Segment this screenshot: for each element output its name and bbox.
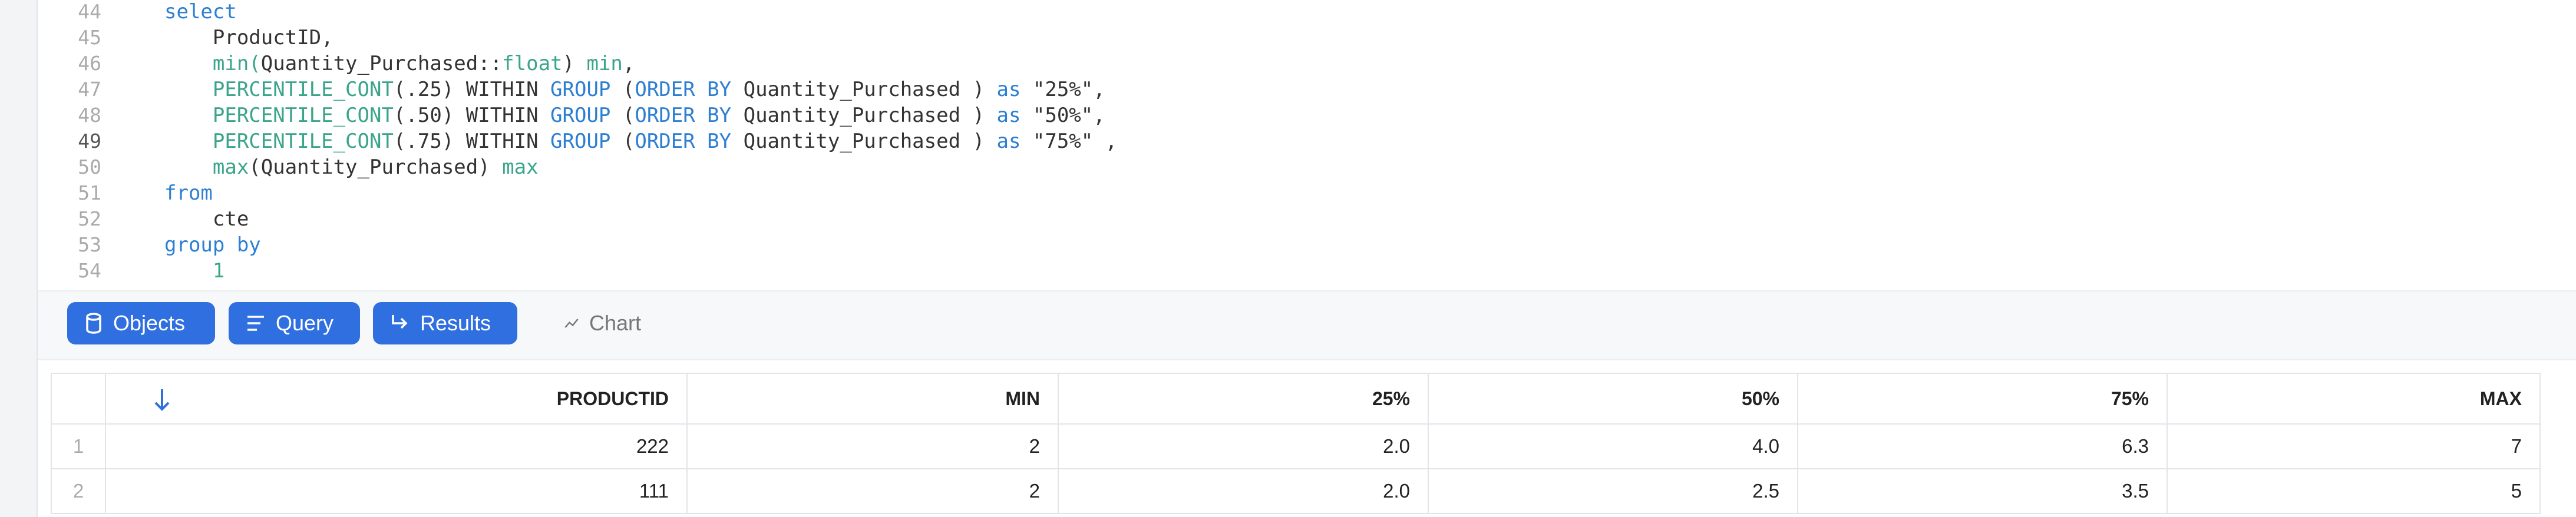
code-line: PERCENTILE_CONT(.25) WITHIN GROUP (ORDER… <box>164 77 1105 102</box>
code-token: max <box>164 155 249 179</box>
table-cell: 2 <box>686 468 1059 514</box>
table-cell: 7 <box>2167 423 2541 469</box>
line-number: 48 <box>78 104 101 127</box>
line-number: 47 <box>78 78 101 101</box>
code-token: ) <box>562 52 587 75</box>
line-number: 54 <box>78 259 101 282</box>
toolbar-button[interactable]: Chart <box>547 302 641 344</box>
code-token: as <box>996 78 1021 101</box>
code-line: PERCENTILE_CONT(.50) WITHIN GROUP (ORDER… <box>164 102 1105 128</box>
code-token: Quantity_Purchased:: <box>260 52 503 75</box>
code-line: cte <box>164 206 249 232</box>
table-cell: 222 <box>105 423 688 469</box>
line-number: 46 <box>78 52 101 75</box>
code-line: from <box>164 180 213 206</box>
code-token: "50%", <box>1021 104 1105 127</box>
code-token: (.75) WITHIN <box>393 130 551 153</box>
code-token: cte <box>164 207 249 231</box>
productid-header: PRODUCTID <box>105 373 688 425</box>
code-token: ORDER BY <box>635 78 732 101</box>
line-number: 51 <box>78 181 101 204</box>
code-token: group by <box>164 233 261 257</box>
code-token: GROUP <box>550 130 611 153</box>
code-token: ( <box>610 104 635 127</box>
table-cell: 2.5 <box>1428 468 1798 514</box>
button-label: Results <box>420 311 491 335</box>
code-token: ProductID, <box>164 26 333 49</box>
table-cell: 2 <box>686 423 1059 469</box>
code-token: "75%" , <box>1021 130 1118 153</box>
line-number: 49 <box>78 130 101 153</box>
code-token: , <box>622 52 635 75</box>
line-number: 45 <box>78 26 101 49</box>
button-label: Query <box>276 311 334 335</box>
table-cell: 6.3 <box>1797 423 2168 469</box>
code-token: GROUP <box>550 78 611 101</box>
code-token: ORDER BY <box>635 104 732 127</box>
table-cell: 4.0 <box>1428 423 1798 469</box>
sidebar <box>0 0 38 517</box>
code-token: "25%", <box>1021 78 1105 101</box>
code-line: max(Quantity_Purchased) max <box>164 154 539 180</box>
line-number: 53 <box>78 233 101 256</box>
toolbar-button[interactable]: Query <box>229 302 360 344</box>
table-cell: 111 <box>105 468 688 514</box>
table-cell: 5 <box>2167 468 2541 514</box>
table-body: 1 222 2 2.0 4.0 6.3 7 2 111 2 2.0 2.5 3.5 5 <box>51 423 2541 514</box>
code-token: (.50) WITHIN <box>393 104 551 127</box>
button-label: Objects <box>113 311 186 335</box>
code-token: float <box>502 52 563 75</box>
index-header <box>51 373 106 425</box>
code-token: PERCENTILE_CONT <box>164 104 394 127</box>
code-line: PERCENTILE_CONT(.75) WITHIN GROUP (ORDER… <box>164 128 1117 154</box>
table-cell: 2.0 <box>1058 468 1429 514</box>
column-header: MAX <box>2167 373 2541 425</box>
table-row: 2 111 2 2.0 2.5 3.5 5 <box>51 468 2541 514</box>
row-index: 2 <box>51 468 106 514</box>
column-header: 50% <box>1428 373 1798 425</box>
line-number: 44 <box>78 0 101 23</box>
code-token: GROUP <box>550 104 611 127</box>
code-token: Quantity_Purchased ) <box>731 104 997 127</box>
column-label: PRODUCTID <box>556 387 669 409</box>
code-token: 1 <box>164 259 225 283</box>
code-token: ORDER BY <box>635 130 732 153</box>
code-token: max <box>502 155 539 179</box>
table-cell: 2.0 <box>1058 423 1429 469</box>
code-line: 1 <box>164 258 224 284</box>
code-token: as <box>996 130 1021 153</box>
header-row: PRODUCTID MIN 25% 50% 75% MAX <box>51 373 2541 425</box>
table-row: 1 222 2 2.0 4.0 6.3 7 <box>51 423 2541 469</box>
code-token: Quantity_Purchased ) <box>731 78 997 101</box>
code-token: from <box>164 181 213 205</box>
code-token: PERCENTILE_CONT <box>164 78 394 101</box>
toolbar-button[interactable]: Results <box>373 302 517 344</box>
column-header: 75% <box>1797 373 2168 425</box>
toolbar-button[interactable]: Objects <box>67 302 215 344</box>
button-label: Chart <box>589 311 641 335</box>
code-token: min( <box>164 52 261 75</box>
code-line: ProductID, <box>164 25 333 51</box>
sort-icon[interactable] <box>153 388 171 412</box>
code-token: select <box>164 0 237 24</box>
code-line: min(Quantity_Purchased::float) min, <box>164 51 635 77</box>
code-token: (Quantity_Purchased) <box>249 155 503 179</box>
results-table: PRODUCTID MIN 25% 50% 75% MAX 1 222 2 2.0 4.0 6.3 7 2… <box>51 373 2541 514</box>
line-number: 50 <box>78 155 101 178</box>
code-token: ( <box>610 78 635 101</box>
table-cell: 3.5 <box>1797 468 2168 514</box>
code-token: ( <box>610 130 635 153</box>
column-header: MIN <box>686 373 1059 425</box>
code-token: min <box>586 52 623 75</box>
code-token: as <box>996 104 1021 127</box>
code-token: Quantity_Purchased ) <box>731 130 997 153</box>
column-header: 25% <box>1058 373 1429 425</box>
line-number: 52 <box>78 207 101 230</box>
code-line: group by <box>164 232 261 258</box>
code-token: PERCENTILE_CONT <box>164 130 394 153</box>
row-index: 1 <box>51 423 106 469</box>
code-line: select <box>164 0 237 25</box>
code-token: (.25) WITHIN <box>393 78 551 101</box>
